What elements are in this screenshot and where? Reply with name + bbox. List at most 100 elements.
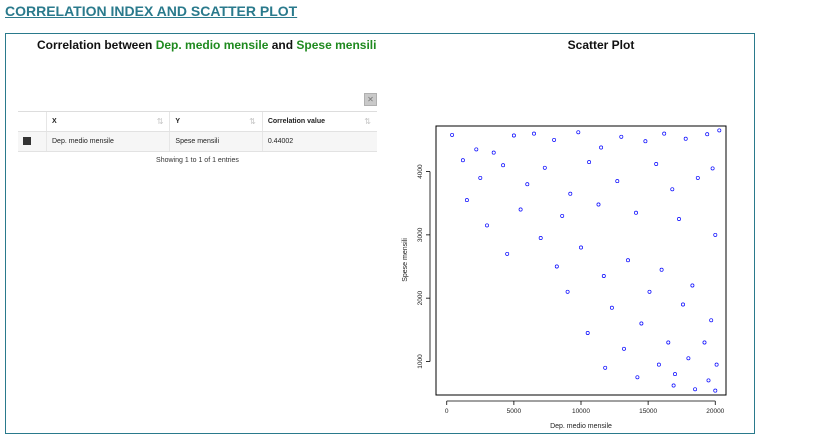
- data-point: [491, 150, 496, 155]
- data-point: [603, 365, 608, 370]
- data-point: [702, 340, 707, 345]
- data-point: [478, 175, 483, 180]
- download-icon[interactable]: ✕: [364, 93, 377, 106]
- data-point: [643, 139, 648, 144]
- points-layer: [450, 128, 722, 393]
- data-point: [576, 130, 581, 135]
- data-point: [565, 289, 570, 294]
- column-header-x[interactable]: X ⇅: [45, 111, 170, 132]
- data-point: [599, 145, 604, 150]
- y-tick-label: 2000: [417, 291, 424, 306]
- data-point: [713, 388, 718, 393]
- data-point: [601, 274, 606, 278]
- cell-x: Dep. medio mensile: [45, 131, 170, 152]
- data-point: [683, 136, 688, 141]
- sort-icon: ⇅: [364, 117, 371, 126]
- data-point: [554, 264, 559, 269]
- data-point: [615, 179, 620, 184]
- data-point: [501, 163, 506, 168]
- x-tick-label: 0: [445, 408, 449, 415]
- data-point: [542, 165, 547, 170]
- data-point: [538, 236, 543, 240]
- sort-icon: ⇅: [249, 117, 256, 126]
- plot-frame: [435, 125, 727, 396]
- scatter-plot-svg: 0 5000 10000 15000 20000 1000 2000 3000 4000 Dep…: [402, 125, 727, 430]
- data-point: [532, 131, 536, 136]
- heading-mid: and: [268, 38, 297, 52]
- data-point: [706, 378, 711, 383]
- data-point: [619, 134, 624, 139]
- data-point: [695, 175, 700, 180]
- scatter-plot-title: Scatter Plot: [567, 38, 635, 52]
- data-point: [560, 213, 565, 218]
- data-point: [670, 187, 675, 192]
- data-point: [511, 133, 516, 138]
- y-axis-label: Spese mensili: [402, 238, 409, 282]
- table-header-row: X ⇅ Y ⇅ Correlation value ⇅: [18, 111, 377, 132]
- data-point: [552, 137, 557, 142]
- table-info: Showing 1 to 1 of 1 entries: [156, 157, 239, 164]
- data-point: [587, 160, 592, 165]
- heading-y-variable: Spese mensili: [296, 38, 377, 52]
- data-point: [659, 267, 664, 272]
- correlation-panel: Correlation between Dep. medio mensile a…: [5, 33, 755, 434]
- section-title: CORRELATION INDEX AND SCATTER PLOT: [5, 3, 298, 19]
- data-point: [713, 232, 718, 237]
- x-tick-label: 5000: [507, 408, 522, 415]
- data-point: [518, 207, 523, 212]
- data-point: [690, 283, 695, 288]
- correlation-table: X ⇅ Y ⇅ Correlation value ⇅ Dep. medio mens…: [18, 111, 377, 152]
- data-point: [681, 302, 685, 307]
- data-point: [635, 375, 640, 380]
- data-point: [666, 340, 671, 345]
- data-point: [505, 251, 510, 256]
- data-point: [662, 131, 667, 136]
- data-point: [639, 321, 644, 326]
- data-point: [626, 258, 630, 263]
- data-point: [579, 245, 583, 250]
- data-point: [474, 147, 479, 152]
- data-point: [568, 191, 573, 196]
- data-point: [686, 356, 691, 361]
- data-point: [671, 383, 676, 388]
- data-point: [464, 198, 469, 203]
- data-point: [622, 346, 626, 351]
- data-point: [609, 305, 614, 310]
- sort-icon: ⇅: [156, 117, 164, 126]
- data-point: [525, 182, 530, 187]
- data-point: [656, 362, 661, 367]
- data-point: [714, 362, 719, 367]
- scatter-plot: 0 5000 10000 15000 20000 1000 2000 3000 4000 Dep…: [398, 122, 740, 430]
- cell-y: Spese mensili: [169, 131, 263, 152]
- x-tick-label: 20000: [706, 408, 724, 415]
- data-point: [460, 158, 465, 163]
- column-header-label: Y: [175, 118, 181, 125]
- data-point: [705, 132, 710, 137]
- correlation-heading: Correlation between Dep. medio mensile a…: [37, 38, 376, 52]
- data-point: [710, 166, 715, 171]
- select-column-header: [18, 111, 47, 132]
- data-point: [717, 128, 722, 133]
- data-point: [634, 210, 638, 215]
- data-point: [693, 387, 698, 392]
- x-tick-label: 10000: [572, 408, 590, 415]
- data-point: [709, 318, 714, 323]
- x-tick-label: 15000: [639, 408, 657, 415]
- data-point: [647, 289, 652, 294]
- column-header-label: X: [52, 118, 57, 125]
- data-point: [673, 372, 677, 377]
- heading-x-variable: Dep. medio mensile: [155, 38, 269, 52]
- data-point: [485, 223, 489, 228]
- data-point: [677, 217, 681, 221]
- y-tick-label: 4000: [417, 164, 424, 179]
- heading-prefix: Correlation between: [37, 38, 156, 52]
- row-marker-icon: [23, 136, 31, 145]
- column-header-correlation[interactable]: Correlation value ⇅: [261, 111, 377, 132]
- data-point: [450, 132, 455, 137]
- data-point: [585, 331, 590, 335]
- row-select-cell[interactable]: [18, 131, 47, 152]
- axes-layer: 0 5000 10000 15000 20000 1000 2000 3000 4000: [417, 164, 725, 415]
- table-row[interactable]: Dep. medio mensile Spese mensili 0.44002: [18, 131, 377, 152]
- y-tick-label: 1000: [417, 354, 424, 369]
- column-header-y[interactable]: Y ⇅: [169, 111, 263, 132]
